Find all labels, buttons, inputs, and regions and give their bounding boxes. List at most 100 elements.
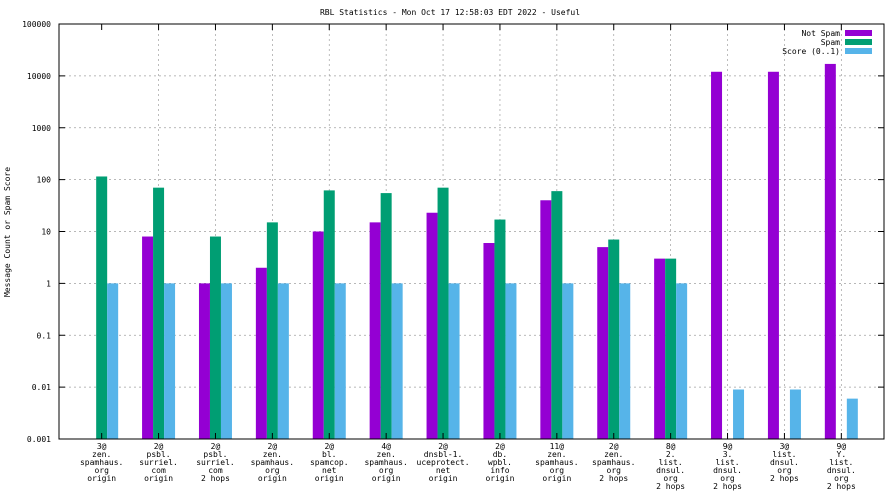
x-tick-label-line: 8@ bbox=[666, 442, 676, 451]
x-tick-label-line: surriel. bbox=[139, 458, 178, 467]
bar-not-spam bbox=[711, 71, 723, 440]
x-tick-label-line: bl. bbox=[322, 450, 336, 459]
bar-spam bbox=[608, 239, 620, 439]
x-tick-label: 3@ list. dnsul. org 2 hops bbox=[770, 442, 799, 483]
x-tick-label-line: 9@ bbox=[837, 442, 847, 451]
bar-spam bbox=[323, 190, 335, 439]
x-tick-label-line: db. bbox=[493, 450, 507, 459]
x-tick-label: 2@ db. wpbl. info origin bbox=[485, 442, 514, 483]
bar-score-0-1 bbox=[277, 283, 289, 439]
bar-not-spam bbox=[767, 71, 779, 440]
x-tick-label-line: 9@ bbox=[723, 442, 733, 451]
legend-label: Not Spam bbox=[801, 29, 840, 38]
x-tick-label-line: 3. bbox=[723, 450, 733, 459]
y-axis-label: Message Count or Spam Score bbox=[3, 167, 12, 297]
x-tick-label-line: origin bbox=[429, 474, 458, 483]
x-tick-label-line: psbl. bbox=[147, 450, 171, 459]
x-tick-label-line: 2@ bbox=[609, 442, 619, 451]
x-tick-label-line: org bbox=[663, 474, 678, 483]
bar-score-0-1 bbox=[334, 283, 346, 439]
x-tick-label-line: 2 hops bbox=[599, 474, 628, 483]
plot-frame bbox=[58, 23, 885, 440]
legend-swatch bbox=[845, 39, 872, 45]
x-tick-label-line: surriel. bbox=[196, 458, 235, 467]
bar-score-0-1 bbox=[448, 283, 460, 439]
x-tick-label-line: 2 hops bbox=[656, 482, 685, 491]
x-tick-label: 9@ 3. list. dnsul. org 2 hops bbox=[713, 442, 742, 491]
bar-spam bbox=[209, 236, 221, 439]
y-ticks: 0.001 0.01 0.1 1 10 100 1000 10000 100000 bbox=[22, 20, 884, 444]
x-tick-label-line: 4@ bbox=[381, 442, 391, 451]
x-tick-label-line: 2@ bbox=[324, 442, 334, 451]
x-tick-label-line: origin bbox=[315, 474, 344, 483]
x-tick-label-line: list. bbox=[715, 458, 739, 467]
x-tick-label-line: zen. bbox=[547, 450, 566, 459]
bar-spam bbox=[551, 191, 563, 439]
x-tick-label-line: 2@ bbox=[154, 442, 164, 451]
bar-spam bbox=[665, 258, 677, 439]
x-tick-label-line: spamcop. bbox=[310, 458, 349, 467]
bar-not-spam bbox=[142, 236, 154, 439]
bar-spam bbox=[266, 222, 278, 439]
x-tick-label-line: dnsbl-1. bbox=[424, 450, 463, 459]
x-tick-label-line: 2@ bbox=[495, 442, 505, 451]
x-tick-label-line: origin bbox=[372, 474, 401, 483]
legend-label: Score (0..1) bbox=[782, 47, 840, 56]
bar-not-spam bbox=[483, 243, 495, 439]
x-tick-label-line: 2 hops bbox=[770, 474, 799, 483]
x-tick-label-line: com bbox=[208, 466, 223, 475]
x-tick-label-line: 2@ bbox=[211, 442, 221, 451]
bar-score-0-1 bbox=[619, 283, 631, 439]
x-tick-label: 2@ zen. spamhaus. org origin bbox=[251, 442, 294, 483]
x-tick-label-line: spamhaus. bbox=[251, 458, 294, 467]
y-tick-label: 0.1 bbox=[37, 331, 52, 340]
x-tick-label-line: org bbox=[379, 466, 394, 475]
bar-not-spam bbox=[369, 222, 381, 439]
x-tick-label-line: list. bbox=[829, 458, 853, 467]
bar-score-0-1 bbox=[846, 398, 858, 439]
bar-not-spam bbox=[255, 267, 267, 439]
x-tick-label-line: org bbox=[94, 466, 109, 475]
bar-score-0-1 bbox=[107, 283, 119, 439]
bar-score-0-1 bbox=[789, 389, 801, 439]
x-tick-label: 11@ zen. spamhaus. org origin bbox=[535, 442, 578, 483]
bar-not-spam bbox=[540, 200, 552, 439]
x-tick-label-line: 2 hops bbox=[201, 474, 230, 483]
bar-score-0-1 bbox=[562, 283, 574, 439]
x-tick-label-line: org bbox=[607, 466, 622, 475]
bar-not-spam bbox=[654, 258, 666, 439]
y-tick-label: 1 bbox=[46, 279, 51, 288]
y-tick-label: 0.001 bbox=[27, 435, 51, 444]
bar-spam bbox=[494, 219, 506, 439]
bar-score-0-1 bbox=[220, 283, 232, 439]
x-tick-label-line: info bbox=[490, 466, 509, 475]
x-tick-label-line: 11@ bbox=[550, 442, 565, 451]
x-tick-label: 2@ zen. spamhaus. org 2 hops bbox=[592, 442, 635, 483]
bar-not-spam bbox=[597, 247, 609, 439]
x-tick-label-line: origin bbox=[258, 474, 287, 483]
x-tick-label-line: 2 hops bbox=[713, 482, 742, 491]
x-tick-label-line: 2 hops bbox=[827, 482, 856, 491]
y-tick-label: 0.01 bbox=[32, 383, 51, 392]
x-tick-label: 2@ dnsbl-1. uceprotect. net origin bbox=[417, 442, 470, 483]
x-tick-label-line: origin bbox=[485, 474, 514, 483]
x-tick-label-line: origin bbox=[87, 474, 116, 483]
x-tick-label: 8@ 2. list. dnsul. org 2 hops bbox=[656, 442, 685, 491]
x-tick-label-line: org bbox=[550, 466, 565, 475]
x-tick-label: 2@ psbl. surriel. com 2 hops bbox=[196, 442, 235, 483]
bar-not-spam bbox=[426, 212, 438, 439]
y-tick-label: 1000 bbox=[32, 124, 51, 133]
y-tick-label: 100 bbox=[37, 176, 52, 185]
x-tick-label-line: dnsul. bbox=[713, 466, 742, 475]
bar-spam bbox=[96, 176, 108, 439]
x-tick-label-line: spamhaus. bbox=[535, 458, 578, 467]
bar-spam bbox=[153, 187, 165, 439]
bar-score-0-1 bbox=[676, 283, 688, 439]
x-tick-label-line: org bbox=[834, 474, 849, 483]
x-tick-label-line: net bbox=[436, 466, 451, 475]
x-tick-label-line: zen. bbox=[92, 450, 111, 459]
x-tick-label-line: 2. bbox=[666, 450, 676, 459]
x-tick-label-line: zen. bbox=[263, 450, 282, 459]
